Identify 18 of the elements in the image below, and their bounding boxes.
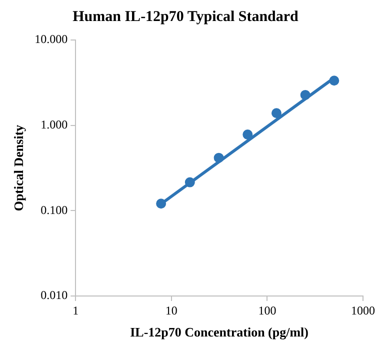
x-tick-label: 1: [72, 303, 79, 318]
x-tick-label: 1000: [351, 303, 375, 318]
point: [156, 198, 166, 209]
point: [242, 130, 253, 140]
y-tick-label: 0.100: [40, 202, 68, 217]
y-tick-label: 1.000: [40, 117, 68, 132]
point: [214, 152, 224, 163]
x-tick-label: 100: [258, 303, 276, 318]
chart-title: Human IL-12p70 Typical Standard: [72, 8, 300, 25]
x-tick-label: 10: [165, 303, 178, 318]
point: [300, 90, 310, 100]
y-axis-title: Optical Density: [11, 124, 26, 212]
y-tick-label: 10.000: [34, 32, 68, 46]
point: [329, 76, 340, 86]
point: [184, 177, 195, 188]
y-tick-label: 0.010: [40, 288, 68, 302]
x-axis-title: IL-12p70 Concentration (pg/ml): [130, 324, 308, 340]
point: [271, 108, 282, 118]
